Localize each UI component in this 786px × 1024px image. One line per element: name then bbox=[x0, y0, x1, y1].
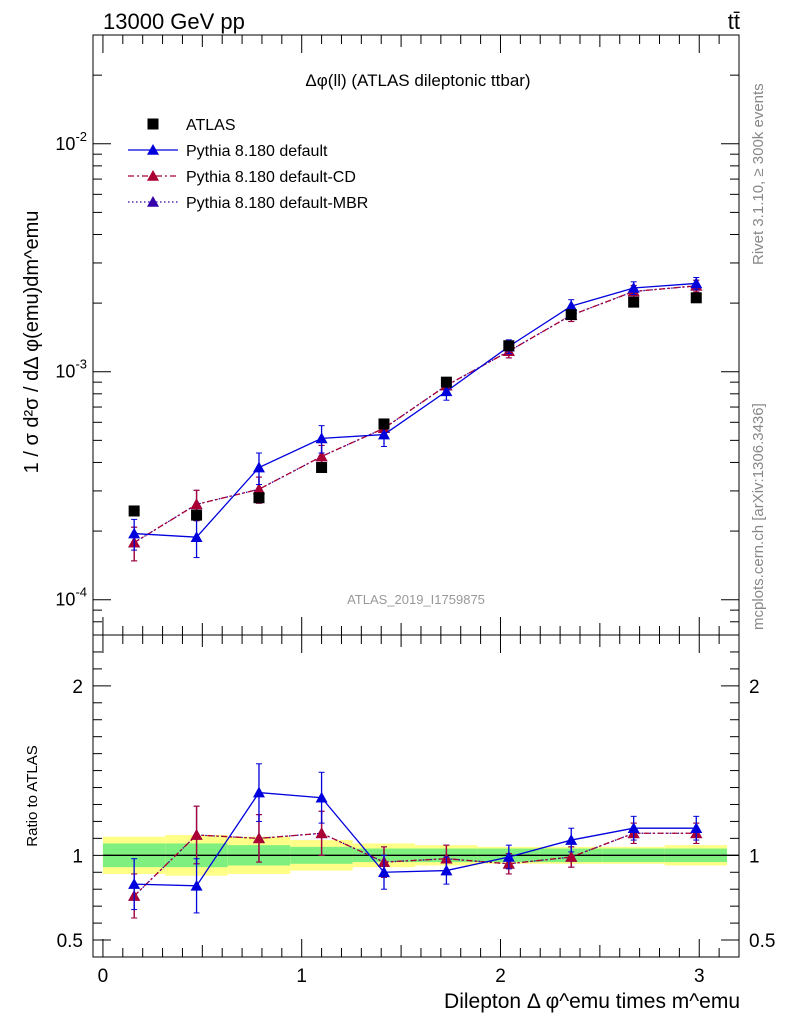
legend-marker bbox=[147, 118, 159, 130]
x-axis-label: Dilepton Δ φ^emu times m^emu bbox=[444, 990, 740, 1013]
data-point bbox=[378, 418, 390, 430]
ratio-y-tick-label-right: 1 bbox=[749, 846, 760, 867]
mcplots-label: mcplots.cern.ch [arXiv:1306.3436] bbox=[750, 403, 767, 630]
legend-label: Pythia 8.180 default bbox=[186, 143, 328, 160]
ratio-series-point bbox=[440, 864, 453, 876]
ratio-series-point bbox=[315, 791, 328, 803]
y-axis-label: 1 / σ d²σ / dΔ φ(emu)dm^emu bbox=[21, 211, 43, 474]
ratio-series-point bbox=[190, 879, 203, 891]
series-point bbox=[252, 483, 265, 495]
series-point bbox=[252, 461, 265, 473]
ratio-series-point bbox=[377, 866, 390, 878]
data-point bbox=[503, 340, 515, 352]
legend: ATLAS Pythia 8.180 default Pythia 8.180 de… bbox=[128, 117, 368, 212]
series-point bbox=[190, 531, 203, 542]
ratio-series-point bbox=[565, 851, 578, 862]
ratio-series-point bbox=[315, 827, 328, 839]
series-point bbox=[690, 277, 703, 289]
y-tick-label: 10-4 bbox=[55, 585, 87, 610]
series-line bbox=[133, 285, 697, 544]
y-tick-label: 10-2 bbox=[55, 129, 87, 154]
legend-marker bbox=[147, 144, 159, 155]
ratio-series-point bbox=[252, 832, 265, 844]
ratio-series-line bbox=[133, 832, 697, 897]
data-point bbox=[628, 296, 640, 308]
series-point bbox=[565, 300, 578, 311]
ratio-series-line bbox=[134, 791, 697, 887]
x-tick-label: 2 bbox=[495, 966, 506, 987]
ratio-y-tick-label-right: 0.5 bbox=[749, 931, 775, 952]
legend-label: Pythia 8.180 default-MBR bbox=[186, 195, 368, 212]
legend-marker bbox=[147, 196, 159, 207]
x-tick-label: 0 bbox=[98, 966, 109, 987]
series-point bbox=[627, 281, 640, 293]
x-tick-label: 3 bbox=[694, 966, 705, 987]
x-tick-label: 1 bbox=[296, 966, 307, 987]
ratio-y-tick-label-right: 2 bbox=[749, 677, 760, 698]
series-point bbox=[440, 385, 453, 397]
series-line bbox=[133, 285, 697, 544]
y-tick-label: 10-3 bbox=[55, 357, 87, 382]
ratio-series-point bbox=[502, 851, 515, 862]
data-point bbox=[690, 292, 702, 304]
ratio-panel: 0.5 0.5 1 1 2 2 0 1 2 3 Ratio to ATLAS bbox=[24, 634, 775, 987]
legend-label: Pythia 8.180 default-CD bbox=[186, 169, 356, 186]
ratio-series-point bbox=[252, 786, 265, 798]
main-panel: 10-4 10-3 10-2 Δφ(ll) (ATLAS dileptonic tt… bbox=[21, 34, 740, 636]
data-point bbox=[316, 462, 328, 474]
ratio-frame bbox=[92, 634, 740, 958]
data-point bbox=[565, 309, 577, 321]
ratio-y-tick-label: 1 bbox=[72, 846, 83, 867]
ratio-y-tick-label: 0.5 bbox=[57, 931, 83, 952]
series-point bbox=[377, 428, 390, 440]
series-point bbox=[315, 450, 328, 462]
ratio-series-point bbox=[128, 878, 141, 889]
ratio-y-axis-label: Ratio to ATLAS bbox=[24, 745, 41, 846]
data-point bbox=[128, 505, 140, 517]
ratio-series-point bbox=[690, 822, 703, 833]
series-point bbox=[190, 498, 203, 510]
series-point bbox=[315, 432, 328, 444]
data-point bbox=[253, 492, 265, 504]
rivet-label: Rivet 3.1.10, ≥ 300k events bbox=[750, 83, 767, 265]
ratio-series-point bbox=[565, 834, 578, 845]
analysis-label: ATLAS_2019_I1759875 bbox=[347, 592, 485, 607]
energy-label: 13000 GeV pp bbox=[103, 9, 245, 34]
data-point bbox=[191, 509, 203, 521]
ratio-series-point bbox=[190, 828, 203, 840]
ratio-series-point bbox=[627, 822, 640, 833]
series-point bbox=[128, 527, 141, 539]
series-line bbox=[134, 282, 697, 538]
legend-label: ATLAS bbox=[186, 117, 236, 134]
ratio-y-tick-label: 2 bbox=[72, 677, 83, 698]
process-label: tt̄ bbox=[728, 9, 740, 34]
chart-title: Δφ(ll) (ATLAS dileptonic ttbar) bbox=[305, 71, 530, 90]
legend-marker bbox=[147, 170, 159, 181]
data-point bbox=[440, 376, 452, 388]
